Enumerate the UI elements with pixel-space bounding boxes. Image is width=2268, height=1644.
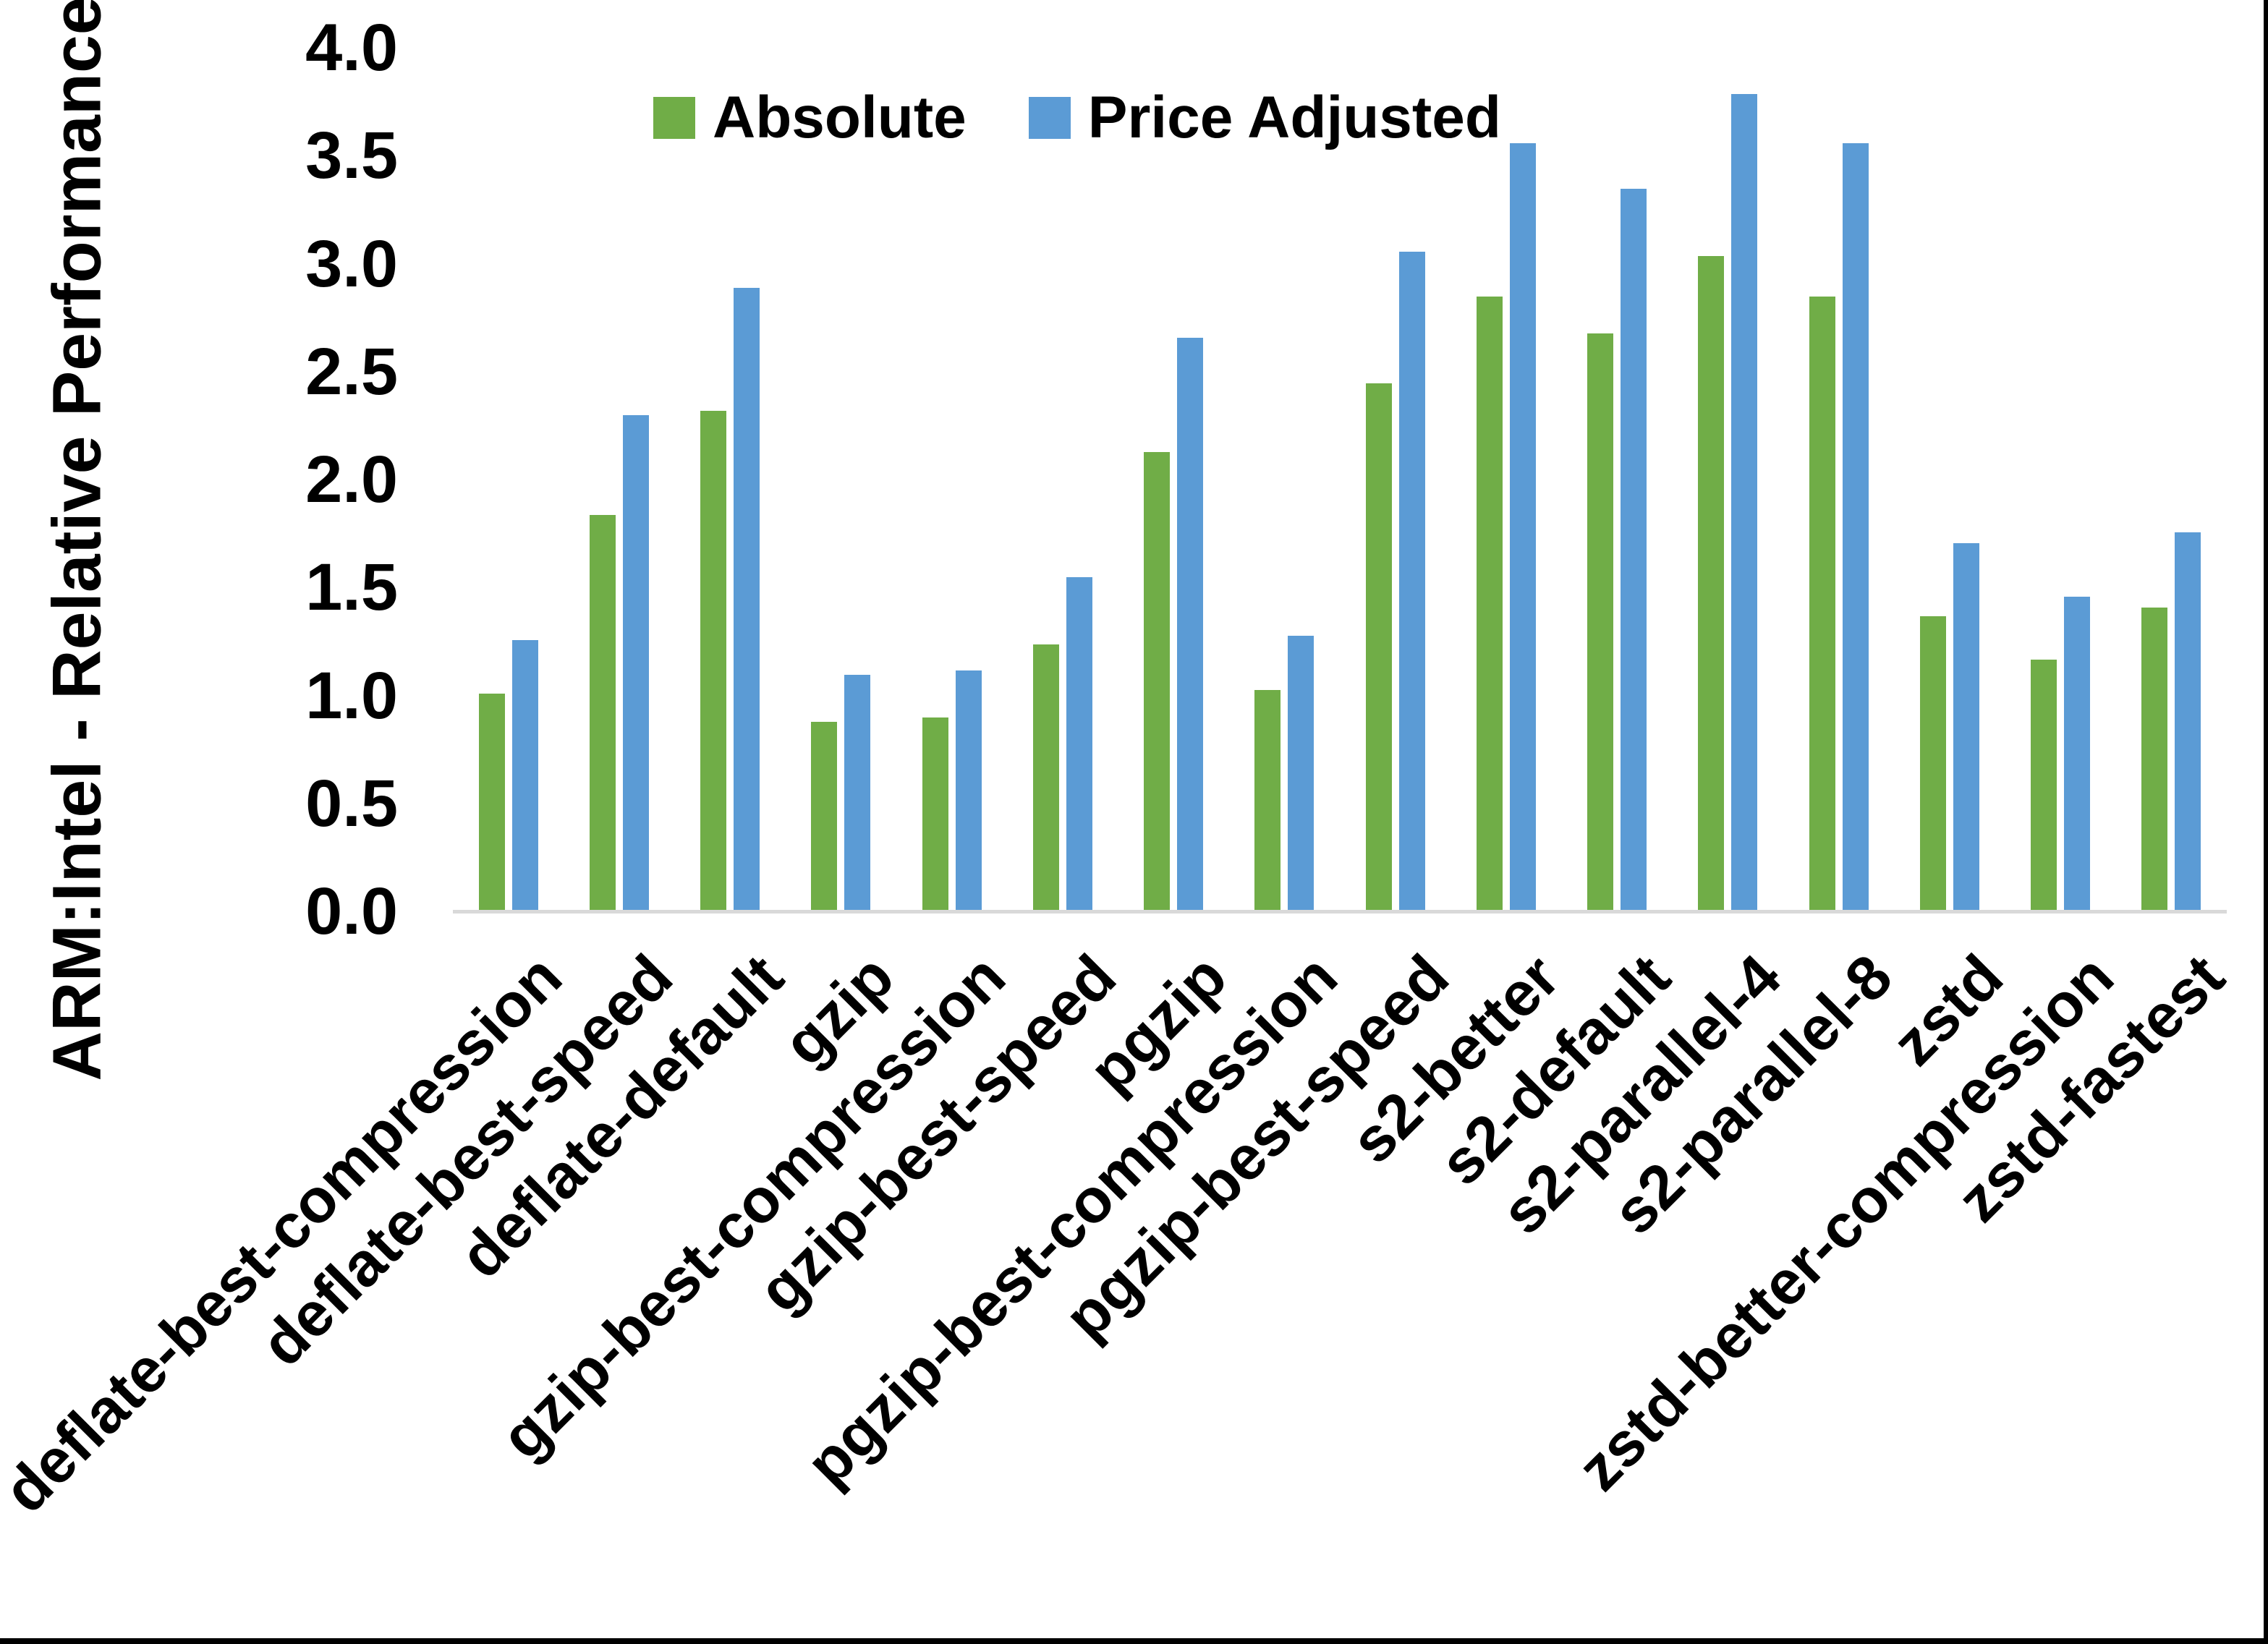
bar-price-adjusted-s2-default <box>1621 189 1647 910</box>
y-tick-label-1.5: 1.5 <box>305 550 398 625</box>
frame-bottom-border <box>0 1638 2268 1644</box>
bar-absolute-zstd-better-compression <box>2031 660 2057 910</box>
bar-price-adjusted-pgzip-best-speed <box>1399 252 1425 910</box>
bar-absolute-s2-default <box>1587 333 1613 910</box>
legend-label-absolute: Absolute <box>713 85 967 150</box>
y-tick-label-3.0: 3.0 <box>305 226 398 301</box>
y-tick-label-1.0: 1.0 <box>305 658 398 733</box>
bar-price-adjusted-zstd <box>1953 543 1979 910</box>
bar-absolute-gzip-best-compression <box>922 717 948 910</box>
legend-label-price-adjusted: Price Adjusted <box>1087 85 1501 150</box>
legend-swatch-price-adjusted <box>1028 97 1071 139</box>
bar-price-adjusted-s2-parallel-4 <box>1731 94 1757 910</box>
y-tick-label-0.0: 0.0 <box>305 874 398 948</box>
bar-price-adjusted-pgzip <box>1177 338 1203 910</box>
y-tick-label-4.0: 4.0 <box>305 11 398 85</box>
bar-absolute-deflate-best-compression <box>479 694 505 910</box>
chart-legend: Absolute Price Adjusted <box>653 88 1501 148</box>
y-tick-label-2.5: 2.5 <box>305 334 398 409</box>
bar-absolute-deflate-best-speed <box>590 515 616 910</box>
bar-price-adjusted-gzip-best-speed <box>1066 577 1092 910</box>
bar-absolute-gzip-best-speed <box>1033 644 1059 910</box>
bar-price-adjusted-pgzip-best-compression <box>1288 636 1314 910</box>
bar-absolute-pgzip <box>1144 452 1170 910</box>
bar-price-adjusted-zstd-fastest <box>2175 532 2201 910</box>
y-tick-label-2.0: 2.0 <box>305 443 398 516</box>
bar-price-adjusted-s2-parallel-8 <box>1843 143 1869 910</box>
legend-swatch-absolute <box>653 97 695 139</box>
frame-right-border <box>2264 0 2268 1644</box>
legend-item-absolute: Absolute <box>653 88 967 148</box>
bar-absolute-gzip <box>811 722 837 910</box>
y-tick-label-0.5: 0.5 <box>305 766 398 840</box>
bar-absolute-deflate-default <box>700 411 726 910</box>
bar-price-adjusted-s2-better <box>1510 143 1536 910</box>
bar-absolute-pgzip-best-speed <box>1366 383 1392 910</box>
bar-price-adjusted-gzip-best-compression <box>956 670 982 910</box>
bar-absolute-pgzip-best-compression <box>1254 690 1280 910</box>
bar-absolute-s2-better <box>1477 297 1503 910</box>
x-axis-line <box>453 910 2227 913</box>
bar-absolute-s2-parallel-8 <box>1809 297 1835 910</box>
y-axis-title: ARM:Intel - Relative Performance <box>38 0 116 1081</box>
y-tick-label-3.5: 3.5 <box>305 119 398 193</box>
bar-price-adjusted-gzip <box>844 675 870 910</box>
bar-absolute-s2-parallel-4 <box>1698 256 1724 910</box>
bar-price-adjusted-deflate-default <box>734 288 760 910</box>
bar-price-adjusted-zstd-better-compression <box>2064 597 2090 910</box>
bar-absolute-zstd-fastest <box>2141 608 2167 910</box>
bar-price-adjusted-deflate-best-speed <box>623 415 649 910</box>
bar-absolute-zstd <box>1920 616 1946 910</box>
bar-price-adjusted-deflate-best-compression <box>512 640 538 910</box>
legend-item-price-adjusted: Price Adjusted <box>1028 85 1501 150</box>
